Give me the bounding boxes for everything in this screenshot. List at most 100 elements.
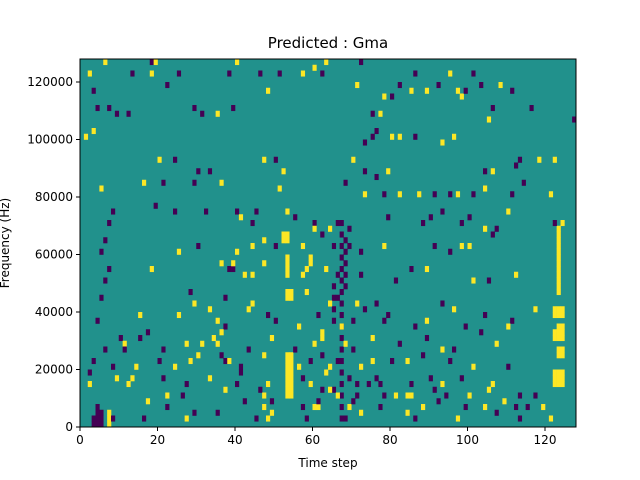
heatmap-cell <box>153 59 158 66</box>
heatmap-cell <box>103 59 108 66</box>
heatmap-cell <box>324 59 329 66</box>
heatmap-cell <box>440 300 445 307</box>
heatmap-cell <box>215 340 220 347</box>
heatmap-cell <box>556 289 561 296</box>
heatmap-cell <box>459 375 464 382</box>
y-tick-label: 0 <box>65 420 73 434</box>
heatmap-cell <box>556 243 561 250</box>
heatmap-cell <box>285 375 290 382</box>
heatmap-cell <box>316 398 321 405</box>
heatmap-cell <box>304 415 309 422</box>
heatmap-cell <box>300 404 306 411</box>
heatmap-cell <box>428 375 433 382</box>
heatmap-cell <box>238 363 244 370</box>
heatmap-cell <box>421 220 426 227</box>
heatmap-cell <box>285 208 290 215</box>
heatmap-cell <box>459 93 464 100</box>
heatmap-cell <box>370 133 375 140</box>
heatmap-cell <box>374 300 379 307</box>
heatmap-cell <box>192 105 197 112</box>
heatmap-cell <box>196 168 201 175</box>
heatmap-cell <box>250 220 255 227</box>
heatmap-cell <box>173 363 178 370</box>
heatmap-cell <box>572 116 577 123</box>
heatmap-cell <box>122 346 127 353</box>
heatmap-cell <box>266 381 271 388</box>
heatmap-cell <box>393 277 399 284</box>
heatmap-cell <box>138 312 143 319</box>
heatmap-cell <box>339 243 344 250</box>
heatmap-cell <box>436 82 441 89</box>
heatmap-cell <box>99 185 104 192</box>
heatmap-cell <box>250 271 255 278</box>
heatmap-cell <box>560 381 565 388</box>
heatmap-cell <box>498 82 503 89</box>
heatmap-cell <box>552 335 557 342</box>
heatmap-cell <box>99 409 104 416</box>
heatmap-cell <box>269 335 275 342</box>
heatmap-cell <box>312 220 317 227</box>
heatmap-cell <box>417 191 422 198</box>
heatmap-cell <box>339 289 344 296</box>
heatmap-cell <box>343 260 348 267</box>
heatmap-cell <box>107 421 112 428</box>
heatmap-cell <box>405 409 410 416</box>
heatmap-cell <box>130 70 135 77</box>
heatmap-cell <box>173 208 178 215</box>
heatmap-cell <box>246 306 251 313</box>
heatmap-cell <box>242 398 247 405</box>
x-tick-label: 120 <box>534 433 557 447</box>
heatmap-cell <box>114 110 120 117</box>
heatmap-cell <box>405 358 410 365</box>
x-tick-label: 20 <box>150 433 165 447</box>
heatmap-cell <box>215 317 220 324</box>
heatmap-cell <box>533 306 538 313</box>
heatmap-cell <box>397 133 402 140</box>
heatmap-cell <box>486 277 492 284</box>
heatmap-cell <box>362 191 368 198</box>
heatmap-cell <box>413 70 418 77</box>
heatmap-cell <box>157 156 162 163</box>
heatmap-cell <box>188 358 193 365</box>
plot-frame <box>79 58 577 428</box>
heatmap-cell <box>339 254 344 261</box>
heatmap-cell <box>111 208 116 215</box>
heatmap-cell <box>142 415 147 422</box>
heatmap-cell <box>293 214 298 221</box>
heatmap-cell <box>339 381 344 388</box>
heatmap-cell <box>262 156 267 163</box>
heatmap-cell <box>471 363 476 370</box>
heatmap-cell <box>382 191 387 198</box>
heatmap-cell <box>506 363 511 370</box>
heatmap-cell <box>537 156 542 163</box>
heatmap-cell <box>366 381 371 388</box>
heatmap-cell <box>339 392 344 399</box>
heatmap-cell <box>459 220 464 227</box>
heatmap-cell <box>440 381 445 388</box>
heatmap-cell <box>111 415 116 422</box>
heatmap-cell <box>285 352 290 359</box>
heatmap-cell <box>227 70 232 77</box>
heatmap-cell <box>552 220 557 227</box>
heatmap-cell <box>266 312 271 319</box>
heatmap-cell <box>165 404 170 411</box>
heatmap-cell <box>285 260 290 267</box>
heatmap-cell <box>180 392 185 399</box>
heatmap-cell <box>328 300 333 307</box>
heatmap-cell <box>351 317 356 324</box>
heatmap-cell <box>87 381 92 388</box>
heatmap-cell <box>521 179 526 186</box>
heatmap-cell <box>490 105 495 112</box>
heatmap-cell <box>448 191 453 198</box>
heatmap-cell <box>517 392 523 399</box>
heatmap-cell <box>552 312 557 319</box>
heatmap-cell <box>413 323 418 330</box>
heatmap-cell <box>560 369 565 376</box>
heatmap-cell <box>533 392 538 399</box>
heatmap-cell <box>324 369 329 376</box>
heatmap-cell <box>486 386 492 393</box>
heatmap-cell <box>471 191 476 198</box>
heatmap-cell <box>331 283 337 290</box>
heatmap-cell <box>91 358 96 365</box>
heatmap-cell <box>560 323 565 330</box>
